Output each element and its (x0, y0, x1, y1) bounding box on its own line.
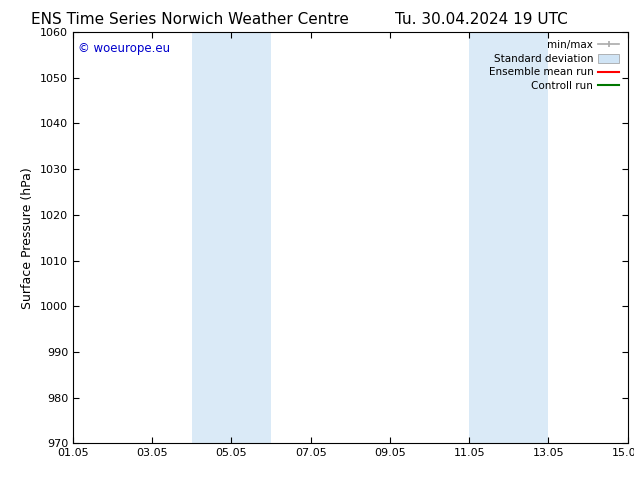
Text: Tu. 30.04.2024 19 UTC: Tu. 30.04.2024 19 UTC (396, 12, 568, 27)
Text: © woeurope.eu: © woeurope.eu (79, 42, 171, 55)
Text: ENS Time Series Norwich Weather Centre: ENS Time Series Norwich Weather Centre (31, 12, 349, 27)
Y-axis label: Surface Pressure (hPa): Surface Pressure (hPa) (22, 167, 34, 309)
Legend: min/max, Standard deviation, Ensemble mean run, Controll run: min/max, Standard deviation, Ensemble me… (486, 37, 623, 94)
Bar (469, 32, 548, 443)
Bar (191, 32, 271, 443)
